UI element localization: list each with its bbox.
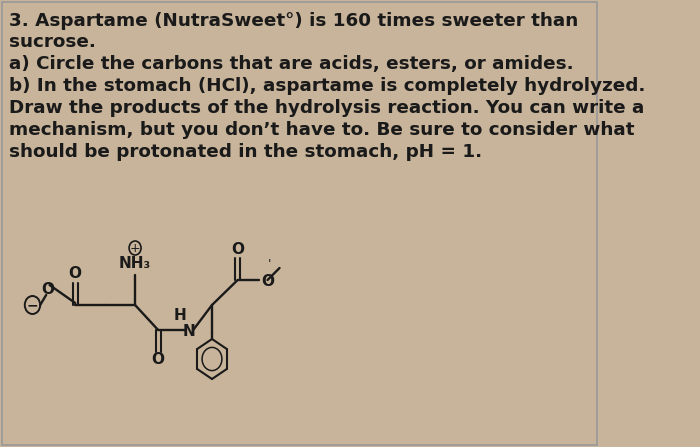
Text: a) Circle the carbons that are acids, esters, or amides.: a) Circle the carbons that are acids, es… — [8, 55, 573, 73]
Text: N: N — [183, 324, 195, 338]
Text: mechanism, but you don’t have to. Be sure to consider what: mechanism, but you don’t have to. Be sur… — [8, 121, 634, 139]
Text: ': ' — [267, 257, 271, 270]
Text: Draw the products of the hydrolysis reaction. You can write a: Draw the products of the hydrolysis reac… — [8, 99, 644, 117]
Text: O: O — [152, 353, 164, 367]
Text: +: + — [130, 241, 141, 254]
Text: O: O — [69, 266, 82, 282]
Text: 3. Aspartame (NutraSweet°) is 160 times sweeter than: 3. Aspartame (NutraSweet°) is 160 times … — [8, 12, 577, 30]
Text: b) In the stomach (HCl), aspartame is completely hydrolyzed.: b) In the stomach (HCl), aspartame is co… — [8, 77, 645, 95]
Text: sucrose.: sucrose. — [8, 33, 95, 51]
Text: −: − — [27, 298, 38, 312]
Text: NH₃: NH₃ — [119, 256, 151, 270]
Text: H: H — [173, 308, 186, 324]
Text: O: O — [41, 283, 55, 298]
Text: O: O — [231, 243, 244, 257]
Text: O: O — [262, 274, 274, 288]
Text: should be protonated in the stomach, pH = 1.: should be protonated in the stomach, pH … — [8, 143, 482, 161]
